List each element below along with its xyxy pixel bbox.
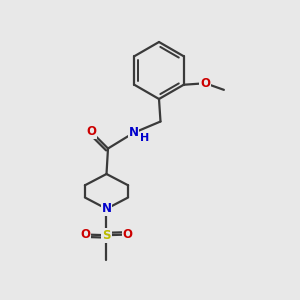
- Text: H: H: [140, 133, 149, 143]
- Text: O: O: [122, 228, 133, 241]
- Text: N: N: [128, 126, 139, 140]
- Text: S: S: [102, 229, 111, 242]
- Text: O: O: [80, 228, 91, 241]
- Text: O: O: [86, 125, 97, 139]
- Text: N: N: [101, 202, 112, 215]
- Text: O: O: [200, 77, 210, 90]
